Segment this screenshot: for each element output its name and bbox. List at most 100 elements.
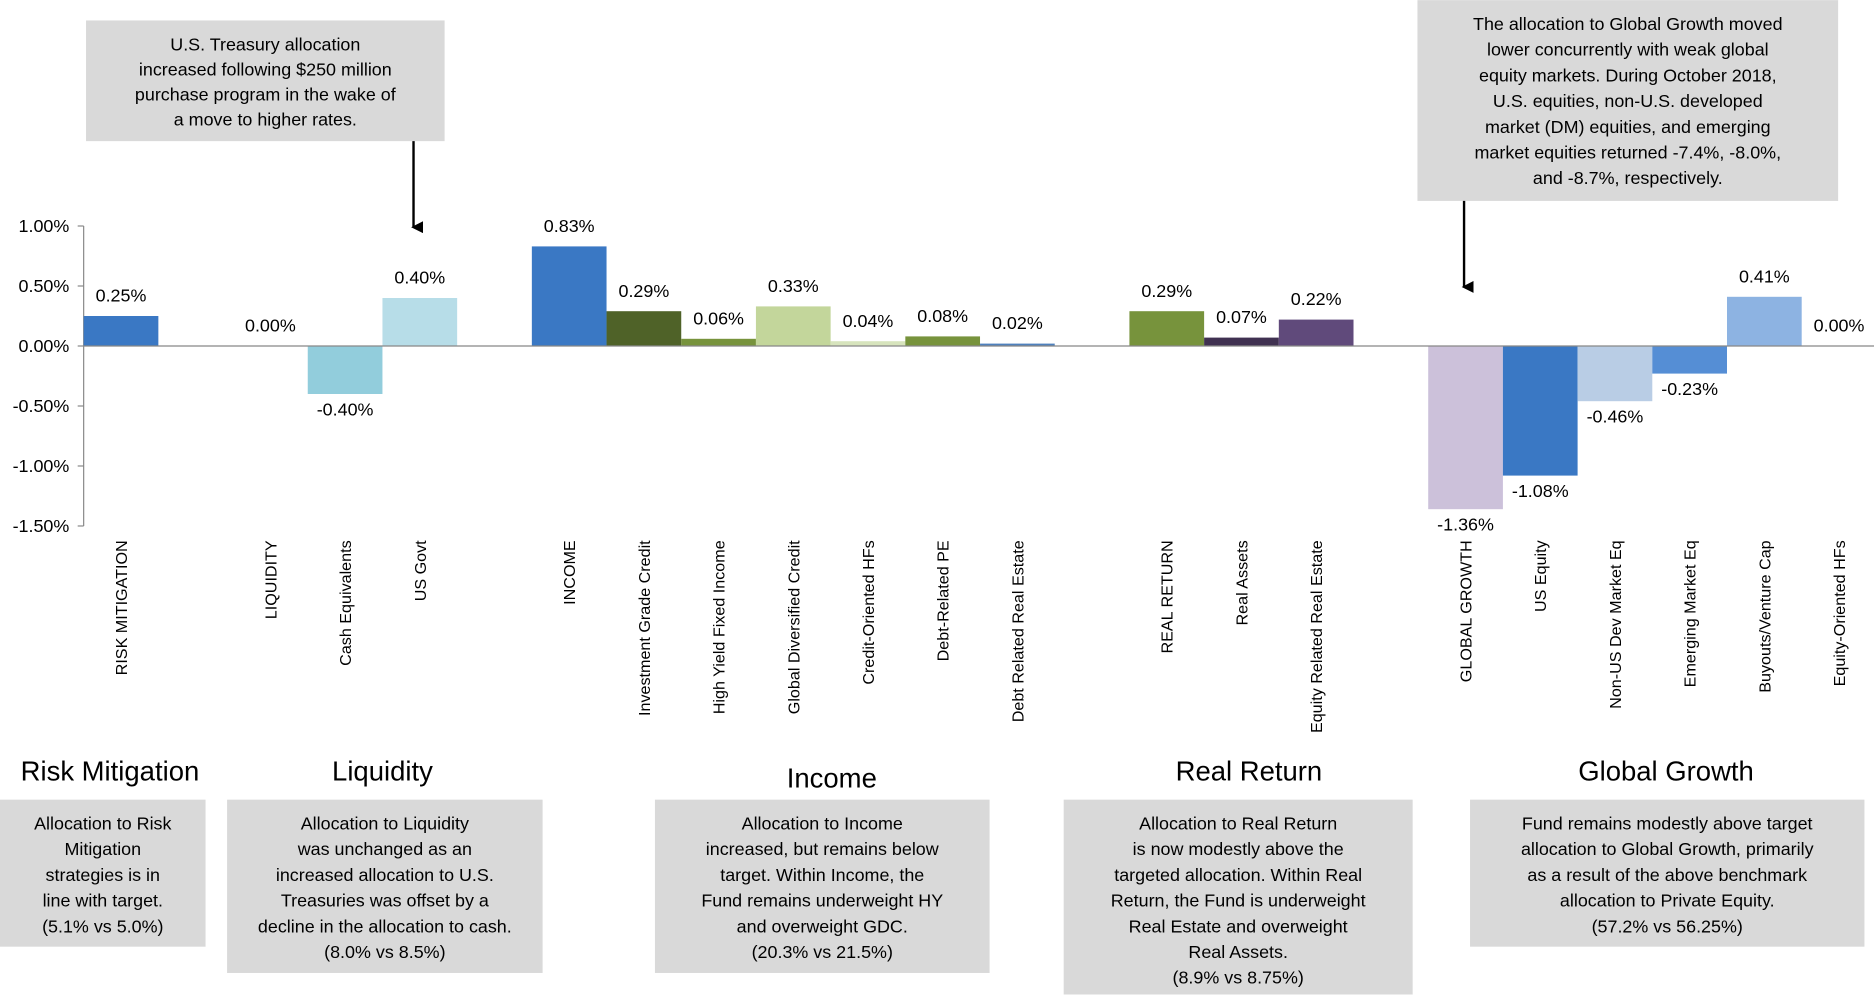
value-label: 0.83% xyxy=(544,216,595,236)
value-label: 0.07% xyxy=(1216,307,1267,327)
x-tick-label: US Equity xyxy=(1532,539,1550,612)
bar xyxy=(1204,337,1279,346)
text-line: Return, the Fund is underweight xyxy=(1111,891,1366,911)
text-line: Mitigation xyxy=(64,839,141,859)
text-line: (20.3% vs 21.5%) xyxy=(752,942,893,962)
x-tick-label: Emerging Market Eq xyxy=(1682,540,1700,687)
bar xyxy=(1652,345,1727,374)
text-line: market equities returned -7.4%, -8.0%, xyxy=(1475,142,1782,162)
value-label: 0.25% xyxy=(96,286,147,306)
y-tick-label: 1.00% xyxy=(19,216,70,236)
bar xyxy=(531,246,607,346)
bar xyxy=(830,341,906,346)
bar xyxy=(1278,319,1354,346)
x-tick-label: Buyouts/Venture Cap xyxy=(1756,540,1774,692)
x-tick-label: Credit-Oriented HFs xyxy=(860,540,878,684)
text-line: purchase program in the wake of xyxy=(135,85,396,105)
value-label: -1.08% xyxy=(1512,481,1569,501)
text-line: is now modestly above the xyxy=(1133,839,1344,859)
text-line: increased following $250 million xyxy=(139,59,392,79)
value-label: -0.40% xyxy=(317,400,374,420)
text-line: U.S. Treasury allocation xyxy=(170,34,360,54)
section-title: Liquidity xyxy=(332,756,433,787)
y-tick-label: 0.00% xyxy=(19,336,70,356)
annotation-text: Allocation to Liquidity was unchanged as … xyxy=(258,814,512,962)
value-label: 0.41% xyxy=(1739,266,1790,286)
text-line: line with target. xyxy=(43,891,163,911)
bar xyxy=(307,345,383,394)
value-label: 0.29% xyxy=(1141,281,1192,301)
text-line: (8.9% vs 8.75%) xyxy=(1172,968,1303,988)
text-line: market (DM) equities, and emerging xyxy=(1485,117,1771,137)
text-line: (5.1% vs 5.0%) xyxy=(42,916,163,936)
text-line: and -8.7%, respectively. xyxy=(1533,168,1723,188)
text-line: Real Estate and overweight xyxy=(1129,916,1348,936)
bar xyxy=(1129,311,1205,346)
annotation-text: U.S. Treasury allocation increased follow… xyxy=(135,34,396,129)
x-tick-label: Investment Grade Credit xyxy=(636,540,654,716)
bar xyxy=(606,311,682,346)
section-title: Real Return xyxy=(1176,756,1323,787)
text-line: The allocation to Global Growth moved xyxy=(1473,14,1783,34)
y-tick-label: -1.50% xyxy=(13,516,70,536)
x-tick-label: Non-US Dev Market Eq xyxy=(1607,540,1625,708)
text-line: Allocation to Income xyxy=(742,814,903,834)
annotation-text: Allocation to Real Return is now modestly… xyxy=(1111,814,1366,988)
x-tick-label: REAL RETURN xyxy=(1159,540,1177,653)
bar xyxy=(980,343,1055,346)
value-label: 0.40% xyxy=(394,268,445,288)
bar xyxy=(1428,345,1503,510)
text-line: target. Within Income, the xyxy=(720,865,924,885)
callout-box xyxy=(1417,0,1839,201)
annotation-text: Allocation to Risk Mitigation strategies i… xyxy=(34,814,171,937)
annotation-text: The allocation to Global Growth moved low… xyxy=(1473,14,1783,188)
y-tick-label: 0.50% xyxy=(19,276,70,296)
x-tick-label: Cash Equivalents xyxy=(337,540,355,665)
x-tick-label: Equity Related Real Estate xyxy=(1308,540,1326,733)
x-tick-label: LIQUIDITY xyxy=(262,540,280,619)
value-label: 0.02% xyxy=(992,313,1043,333)
text-line: (8.0% vs 8.5%) xyxy=(324,942,445,962)
text-line: equity markets. During October 2018, xyxy=(1479,65,1777,85)
value-label: 0.06% xyxy=(693,308,744,328)
text-line: U.S. equities, non-U.S. developed xyxy=(1493,91,1763,111)
bar xyxy=(1502,345,1578,476)
section-box xyxy=(654,799,990,973)
x-tick-label: INCOME xyxy=(561,540,579,605)
section-box xyxy=(0,799,206,947)
text-line: a move to higher rates. xyxy=(174,110,357,130)
section-box xyxy=(1470,799,1865,947)
x-tick-label: Real Assets xyxy=(1233,540,1251,625)
value-label: 0.00% xyxy=(245,316,296,336)
value-label: -1.36% xyxy=(1437,515,1494,535)
bar xyxy=(905,336,981,346)
section-title: Income xyxy=(787,763,877,794)
value-label: 0.33% xyxy=(768,276,819,296)
bar xyxy=(681,338,756,346)
text-line: (57.2% vs 56.25%) xyxy=(1592,916,1743,936)
text-line: was unchanged as an xyxy=(297,839,472,859)
value-label: 0.00% xyxy=(1814,316,1865,336)
annotation-text: Allocation to Income increased, but remai… xyxy=(701,814,943,962)
text-line: allocation to Global Growth, primarily xyxy=(1521,839,1814,859)
annotation-text: Fund remains modestly above target alloca… xyxy=(1521,814,1814,937)
value-label: 0.04% xyxy=(843,311,894,331)
y-tick-label: -0.50% xyxy=(13,396,70,416)
text-line: increased, but remains below xyxy=(706,839,939,859)
bar xyxy=(1726,296,1802,346)
text-line: allocation to Private Equity. xyxy=(1560,891,1775,911)
x-tick-label: Debt-Related PE xyxy=(935,540,953,661)
value-label: 0.29% xyxy=(618,281,669,301)
x-tick-label: Debt Related Real Estate xyxy=(1009,540,1027,722)
text-line: targeted allocation. Within Real xyxy=(1114,865,1362,885)
text-line: increased allocation to U.S. xyxy=(276,865,494,885)
bar xyxy=(83,316,159,346)
callout-box xyxy=(86,20,445,142)
text-line: Treasuries was offset by a xyxy=(281,891,489,911)
x-tick-label: GLOBAL GROWTH xyxy=(1458,540,1476,682)
bar xyxy=(382,298,458,346)
text-line: Allocation to Real Return xyxy=(1139,814,1337,834)
text-line: Allocation to Liquidity xyxy=(301,814,469,834)
